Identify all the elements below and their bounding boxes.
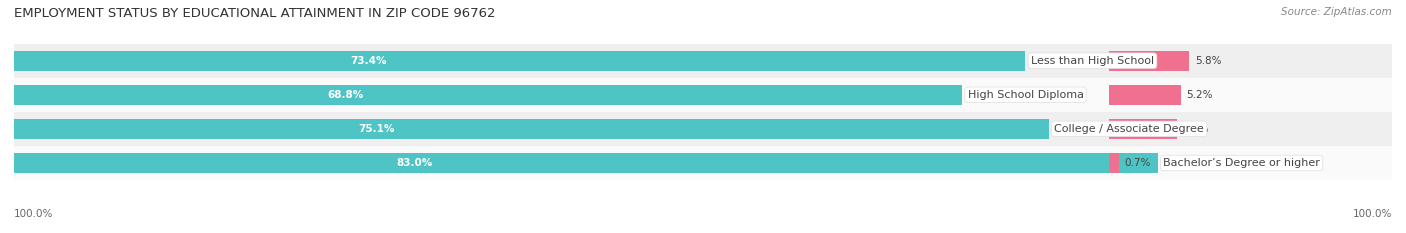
Text: 0.7%: 0.7% [1125, 158, 1152, 168]
Text: College / Associate Degree: College / Associate Degree [1054, 124, 1204, 134]
Text: Bachelor’s Degree or higher: Bachelor’s Degree or higher [1163, 158, 1320, 168]
Bar [1109, 119, 1177, 139]
Text: EMPLOYMENT STATUS BY EDUCATIONAL ATTAINMENT IN ZIP CODE 96762: EMPLOYMENT STATUS BY EDUCATIONAL ATTAINM… [14, 7, 495, 20]
Text: 83.0%: 83.0% [396, 158, 433, 168]
Text: 100.0%: 100.0% [14, 209, 53, 219]
Bar [14, 85, 962, 105]
Bar [14, 119, 1049, 139]
Bar [1109, 85, 1181, 105]
Text: Less than High School: Less than High School [1031, 56, 1154, 66]
Text: 100.0%: 100.0% [1353, 209, 1392, 219]
Text: 4.9%: 4.9% [1182, 124, 1209, 134]
Bar [14, 78, 1392, 112]
Bar [1109, 51, 1189, 71]
Bar [14, 146, 1392, 180]
Bar [14, 44, 1392, 78]
Bar [14, 112, 1392, 146]
Text: 68.8%: 68.8% [328, 90, 364, 100]
Text: 5.2%: 5.2% [1187, 90, 1213, 100]
Text: High School Diploma: High School Diploma [967, 90, 1084, 100]
Text: Source: ZipAtlas.com: Source: ZipAtlas.com [1281, 7, 1392, 17]
Text: 5.8%: 5.8% [1195, 56, 1222, 66]
Bar [14, 51, 1025, 71]
Text: 75.1%: 75.1% [359, 124, 395, 134]
Bar [14, 153, 1157, 173]
Bar [1109, 153, 1119, 173]
Text: 73.4%: 73.4% [350, 56, 387, 66]
